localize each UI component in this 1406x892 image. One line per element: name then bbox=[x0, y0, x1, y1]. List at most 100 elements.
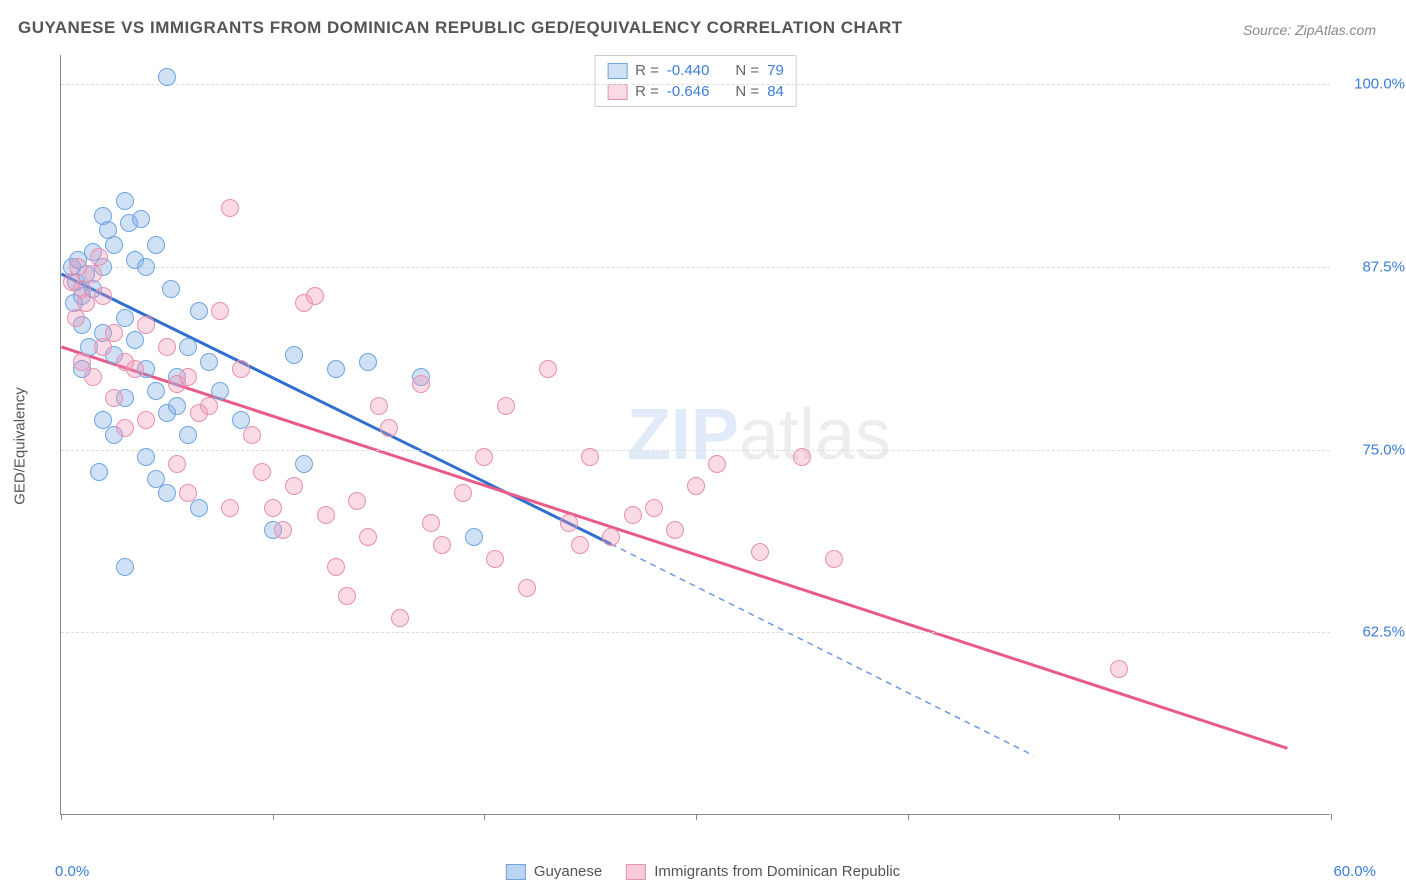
y-tick-label: 62.5% bbox=[1335, 624, 1405, 641]
correlation-row: R = -0.440 N = 79 bbox=[607, 60, 784, 81]
data-point bbox=[793, 448, 811, 466]
data-point bbox=[158, 68, 176, 86]
data-point bbox=[687, 477, 705, 495]
data-point bbox=[179, 368, 197, 386]
data-point bbox=[168, 397, 186, 415]
n-value: 79 bbox=[767, 62, 784, 79]
data-point bbox=[211, 302, 229, 320]
watermark: ZIPatlas bbox=[627, 394, 891, 476]
r-label: R = bbox=[635, 62, 659, 79]
gridline bbox=[61, 632, 1330, 633]
data-point bbox=[295, 455, 313, 473]
data-point bbox=[571, 536, 589, 554]
y-tick-label: 100.0% bbox=[1335, 76, 1405, 93]
n-value: 84 bbox=[767, 83, 784, 100]
data-point bbox=[391, 609, 409, 627]
legend-item: Guyanese bbox=[506, 863, 602, 880]
data-point bbox=[137, 258, 155, 276]
data-point bbox=[327, 360, 345, 378]
data-point bbox=[243, 426, 261, 444]
data-point bbox=[708, 455, 726, 473]
data-point bbox=[602, 528, 620, 546]
n-label: N = bbox=[735, 62, 759, 79]
data-point bbox=[253, 463, 271, 481]
data-point bbox=[137, 448, 155, 466]
x-tick bbox=[908, 814, 909, 820]
data-point bbox=[132, 210, 150, 228]
data-point bbox=[751, 543, 769, 561]
data-point bbox=[1110, 660, 1128, 678]
legend-label: Guyanese bbox=[534, 863, 602, 880]
data-point bbox=[274, 521, 292, 539]
data-point bbox=[338, 587, 356, 605]
correlation-legend: R = -0.440 N = 79 R = -0.646 N = 84 bbox=[594, 55, 797, 107]
series-legend: Guyanese Immigrants from Dominican Repub… bbox=[506, 863, 900, 880]
data-point bbox=[105, 236, 123, 254]
data-point bbox=[624, 506, 642, 524]
r-value: -0.440 bbox=[667, 62, 710, 79]
data-point bbox=[221, 199, 239, 217]
x-tick bbox=[484, 814, 485, 820]
data-point bbox=[412, 375, 430, 393]
data-point bbox=[359, 528, 377, 546]
data-point bbox=[179, 338, 197, 356]
x-tick bbox=[1331, 814, 1332, 820]
data-point bbox=[94, 338, 112, 356]
series-swatch bbox=[607, 63, 627, 79]
data-point bbox=[539, 360, 557, 378]
r-value: -0.646 bbox=[667, 83, 710, 100]
data-point bbox=[560, 514, 578, 532]
data-point bbox=[232, 360, 250, 378]
data-point bbox=[645, 499, 663, 517]
data-point bbox=[137, 411, 155, 429]
data-point bbox=[158, 484, 176, 502]
data-point bbox=[137, 316, 155, 334]
data-point bbox=[497, 397, 515, 415]
data-point bbox=[116, 558, 134, 576]
x-tick-label-min: 0.0% bbox=[55, 863, 89, 880]
data-point bbox=[84, 368, 102, 386]
n-label: N = bbox=[735, 83, 759, 100]
data-point bbox=[190, 499, 208, 517]
data-point bbox=[666, 521, 684, 539]
legend-item: Immigrants from Dominican Republic bbox=[626, 863, 900, 880]
y-tick-label: 87.5% bbox=[1335, 258, 1405, 275]
data-point bbox=[105, 389, 123, 407]
data-point bbox=[162, 280, 180, 298]
x-tick-label-max: 60.0% bbox=[1333, 863, 1376, 880]
source-attribution: Source: ZipAtlas.com bbox=[1243, 22, 1376, 38]
data-point bbox=[285, 477, 303, 495]
legend-swatch bbox=[626, 864, 646, 880]
data-point bbox=[454, 484, 472, 502]
data-point bbox=[94, 287, 112, 305]
x-tick bbox=[273, 814, 274, 820]
data-point bbox=[67, 309, 85, 327]
data-point bbox=[179, 484, 197, 502]
data-point bbox=[90, 463, 108, 481]
data-point bbox=[126, 360, 144, 378]
data-point bbox=[84, 265, 102, 283]
data-point bbox=[147, 236, 165, 254]
legend-label: Immigrants from Dominican Republic bbox=[654, 863, 900, 880]
data-point bbox=[264, 499, 282, 517]
data-point bbox=[158, 338, 176, 356]
data-point bbox=[370, 397, 388, 415]
y-tick-label: 75.0% bbox=[1335, 441, 1405, 458]
series-swatch bbox=[607, 84, 627, 100]
data-point bbox=[327, 558, 345, 576]
data-point bbox=[486, 550, 504, 568]
data-point bbox=[116, 419, 134, 437]
data-point bbox=[90, 248, 108, 266]
data-point bbox=[475, 448, 493, 466]
data-point bbox=[168, 455, 186, 473]
data-point bbox=[581, 448, 599, 466]
data-point bbox=[348, 492, 366, 510]
data-point bbox=[285, 346, 303, 364]
data-point bbox=[200, 353, 218, 371]
data-point bbox=[317, 506, 335, 524]
r-label: R = bbox=[635, 83, 659, 100]
legend-swatch bbox=[506, 864, 526, 880]
x-tick bbox=[1119, 814, 1120, 820]
y-axis-label: GED/Equivalency bbox=[12, 387, 29, 505]
gridline bbox=[61, 267, 1330, 268]
